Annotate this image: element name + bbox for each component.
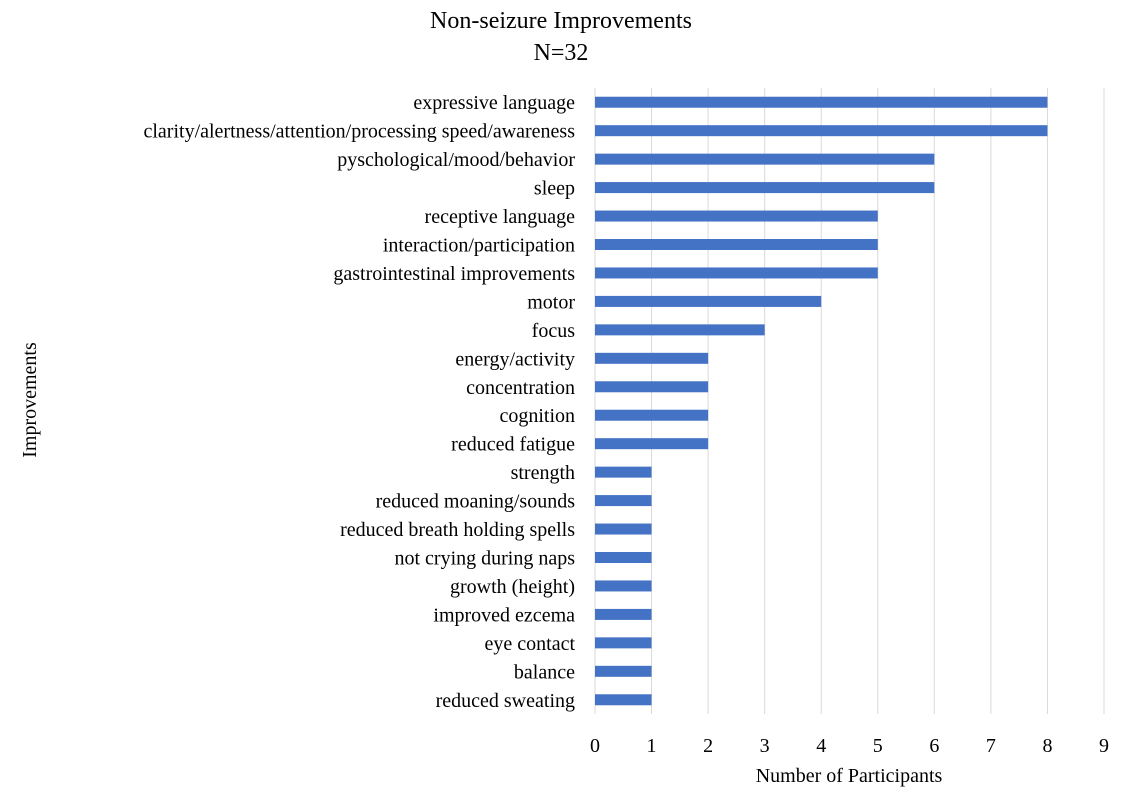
category-label: strength	[511, 462, 575, 484]
category-label: concentration	[466, 377, 575, 399]
bar	[595, 381, 709, 393]
bar	[595, 125, 1048, 137]
category-label: growth (height)	[450, 576, 575, 598]
bar	[595, 552, 652, 563]
category-label: gastrointestinal improvements	[333, 263, 575, 285]
category-label: sleep	[534, 178, 575, 200]
bar	[595, 637, 652, 649]
bar	[595, 580, 652, 592]
x-tick-label: 2	[703, 735, 713, 757]
bar	[595, 409, 709, 421]
bar	[595, 96, 1048, 108]
x-tick-label: 9	[1099, 735, 1109, 757]
category-label: interaction/participation	[383, 235, 575, 257]
category-label: focus	[532, 320, 576, 342]
category-label: expressive language	[413, 92, 575, 114]
x-tick-label: 3	[760, 735, 770, 757]
bar	[595, 239, 878, 250]
category-label: improved ezcema	[433, 604, 575, 626]
category-label: reduced fatigue	[451, 434, 575, 456]
bar	[595, 694, 652, 706]
bar	[595, 608, 652, 620]
gridlines	[594, 88, 1105, 714]
category-label: clarity/alertness/attention/processing s…	[143, 121, 575, 143]
category-label: reduced sweating	[436, 690, 575, 712]
category-label: reduced breath holding spells	[340, 519, 575, 541]
bar	[595, 665, 652, 677]
bar	[595, 210, 878, 222]
category-label: reduced moaning/sounds	[376, 491, 576, 513]
x-tick-labels: 0 1 2 3 4 5 6 7 8 9	[590, 735, 1109, 757]
chart-subtitle: N=32	[534, 40, 589, 66]
category-label: energy/activity	[455, 348, 575, 370]
bars	[595, 96, 1048, 706]
x-tick-label: 7	[986, 735, 996, 757]
category-label: not crying during naps	[394, 548, 575, 570]
chart-title: Non-seizure Improvements	[430, 8, 692, 34]
x-tick-label: 5	[873, 735, 883, 757]
category-label: eye contact	[485, 633, 576, 655]
x-tick-label: 4	[816, 735, 826, 757]
bar	[595, 495, 652, 507]
category-label: balance	[514, 661, 575, 683]
bar	[595, 182, 935, 194]
category-label: cognition	[499, 405, 575, 427]
bar	[595, 466, 652, 478]
bar	[595, 523, 652, 535]
x-tick-label: 1	[647, 735, 657, 757]
bar	[595, 267, 878, 279]
category-labels: expressive language clarity/alertness/att…	[143, 92, 575, 712]
bar	[595, 352, 709, 364]
category-label: pyschological/mood/behavior	[337, 149, 575, 171]
bar	[595, 438, 709, 450]
bar	[595, 295, 822, 307]
y-axis-label: Improvements	[19, 342, 41, 458]
bar	[595, 324, 765, 336]
category-label: motor	[527, 291, 575, 313]
category-label: receptive language	[425, 206, 576, 228]
x-tick-label: 8	[1042, 735, 1052, 757]
x-tick-label: 0	[590, 735, 600, 757]
bar	[595, 153, 935, 165]
x-axis-label: Number of Participants	[756, 765, 943, 787]
x-tick-label: 6	[929, 735, 939, 757]
